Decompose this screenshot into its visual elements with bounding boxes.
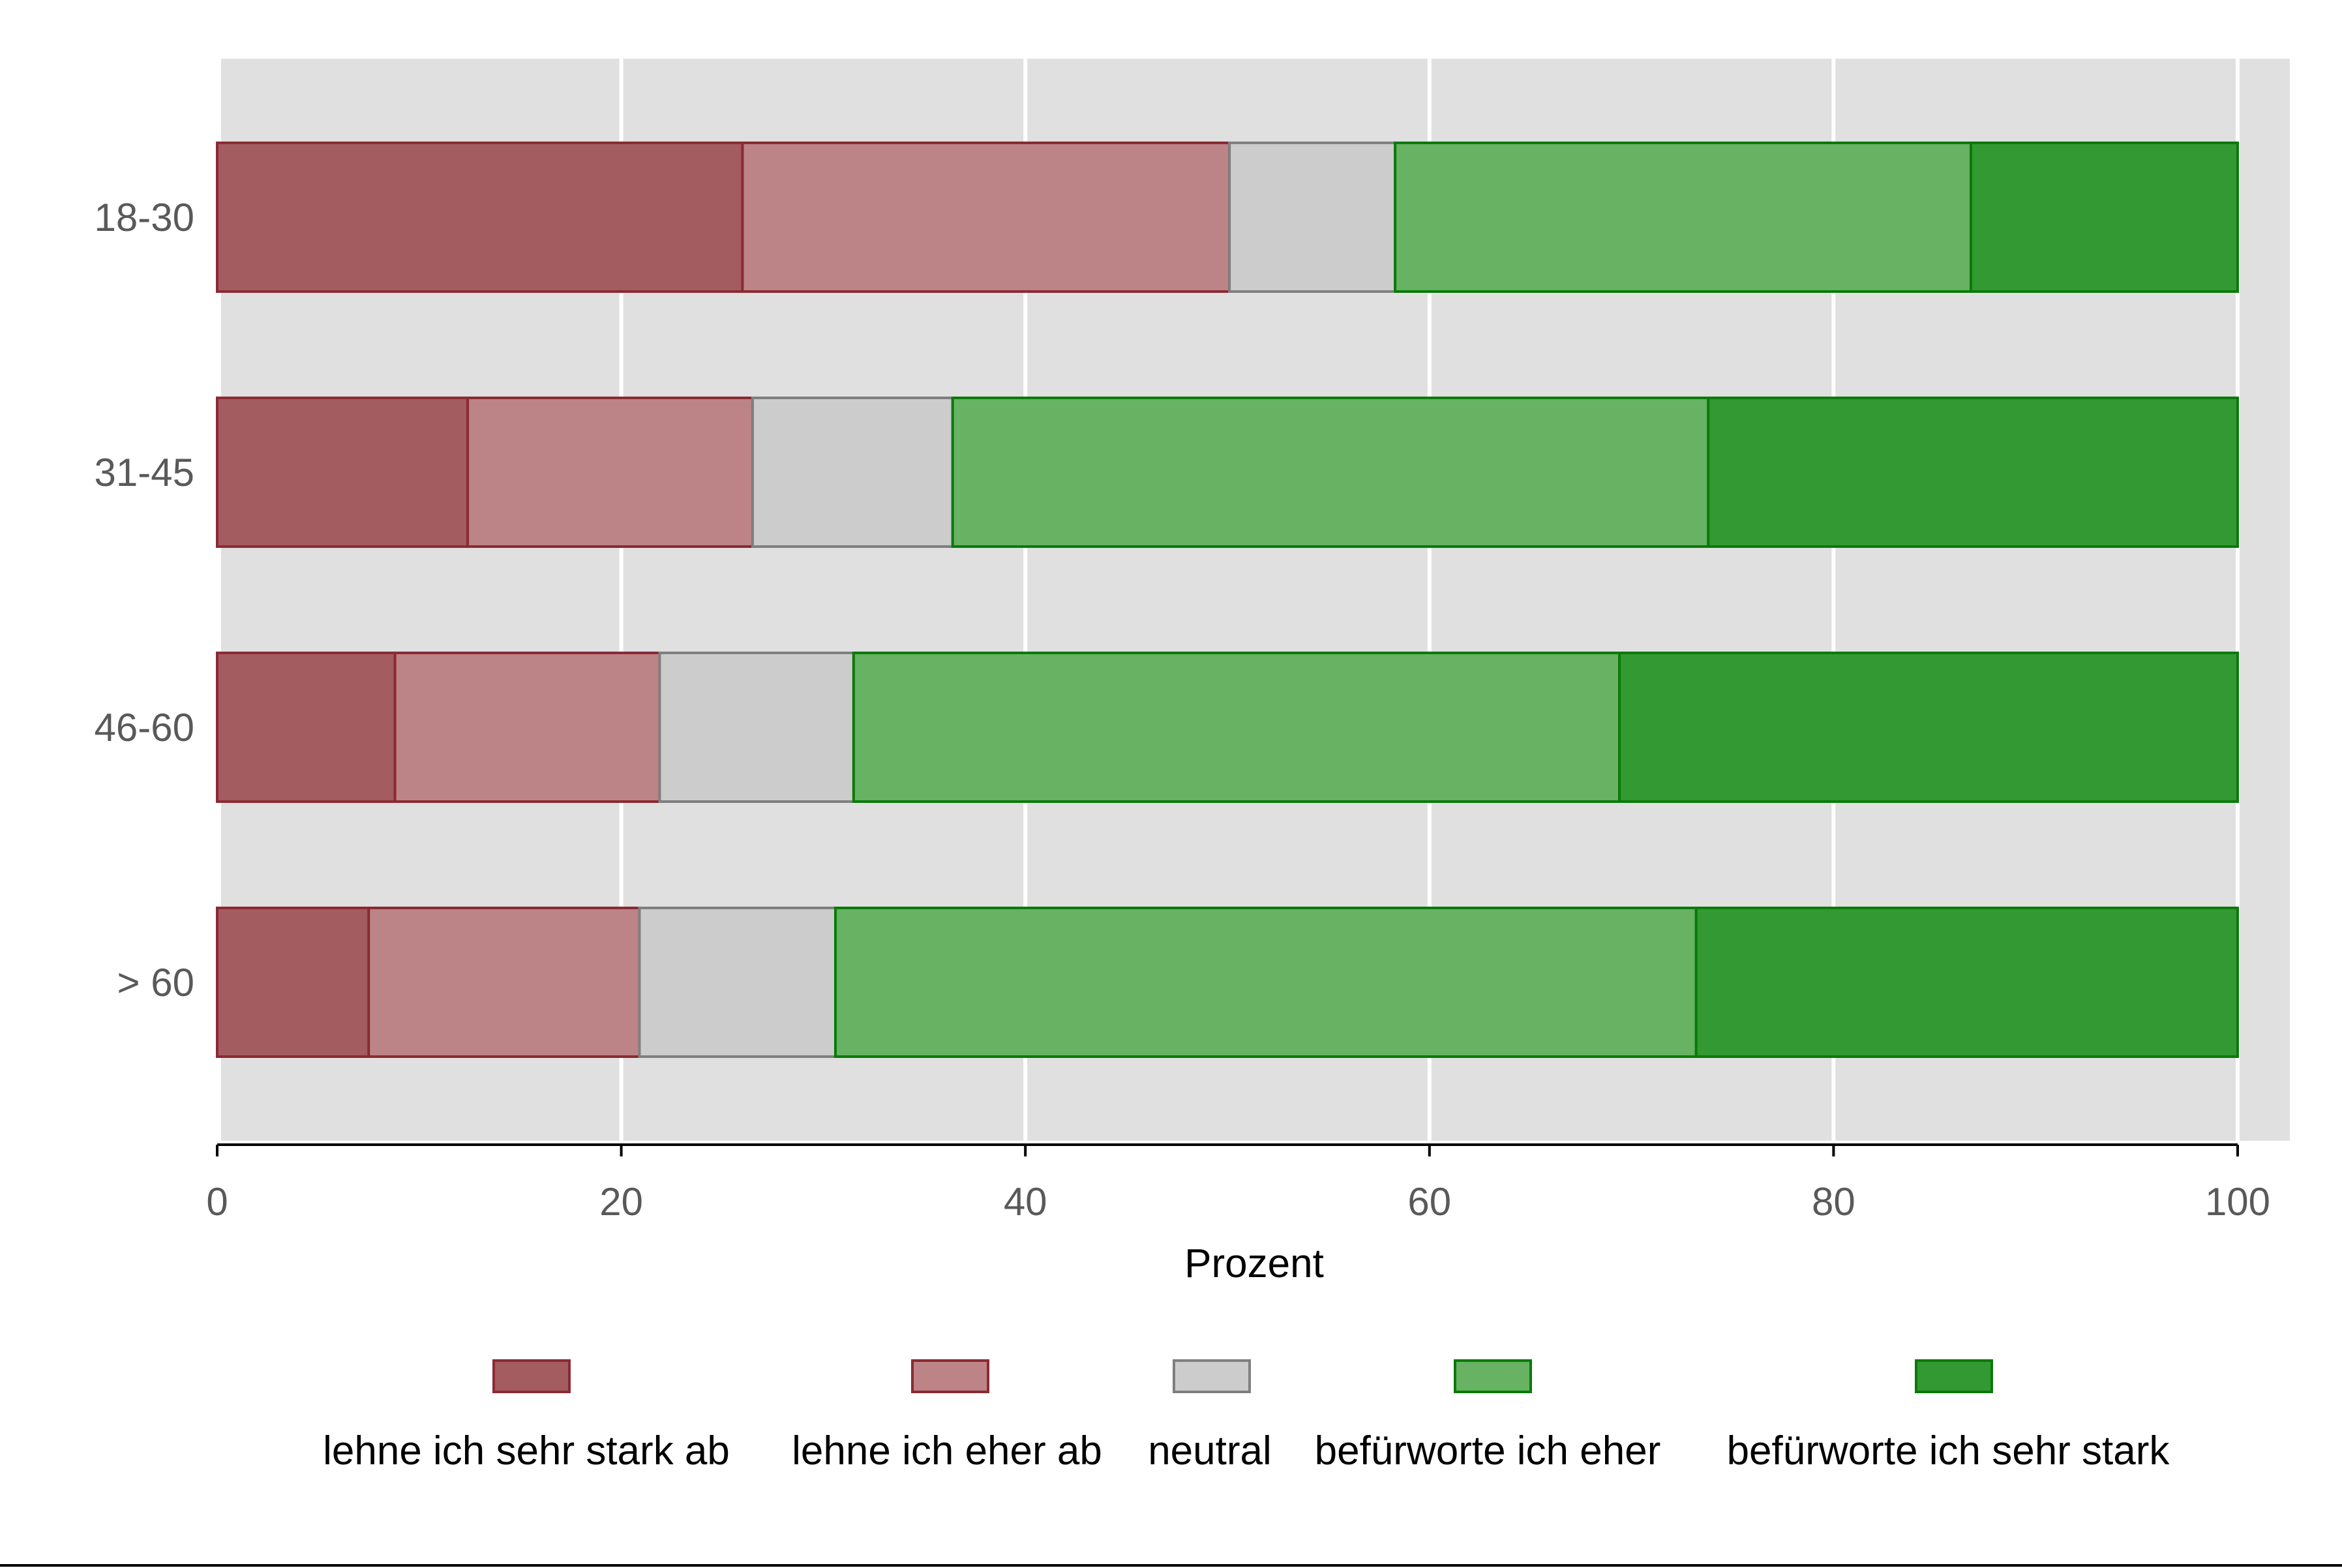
- bar-segment: [852, 652, 1621, 803]
- x-tick-label: 60: [1407, 1180, 1451, 1224]
- legend: lehne ich sehr stark ab lehne ich eher ab…: [323, 1359, 2170, 1473]
- bar-segment: [216, 652, 397, 803]
- legend-label: befürworte ich sehr stark: [1727, 1428, 2170, 1473]
- bar-segment: [1970, 142, 2239, 293]
- legend-label: lehne ich eher ab: [792, 1428, 1102, 1473]
- bar-segment: [216, 397, 470, 548]
- x-tick-label: 40: [1004, 1180, 1047, 1224]
- bar-segment: [216, 907, 370, 1058]
- bar-segment: [658, 652, 855, 803]
- x-axis-title: Prozent: [1184, 1241, 1324, 1286]
- bar-segment: [1394, 142, 1973, 293]
- bar-segment: [1618, 652, 2239, 803]
- bar-segment: [367, 907, 641, 1058]
- x-tick-label: 20: [599, 1180, 643, 1224]
- y-tick-label: > 60: [117, 961, 194, 1004]
- legend-label: lehne ich sehr stark ab: [323, 1428, 730, 1473]
- y-tick-label: 18-30: [95, 196, 194, 239]
- bar-segment: [1707, 397, 2239, 548]
- legend-key: [911, 1359, 989, 1393]
- bar-segment: [833, 907, 1698, 1058]
- y-axis: 18-30 31-45 46-60 > 60: [95, 196, 194, 1004]
- bar-segment: [638, 907, 837, 1058]
- y-tick-label: 31-45: [95, 451, 194, 494]
- bar-segment: [1228, 142, 1397, 293]
- legend-key: [1454, 1359, 1532, 1393]
- bar-segment: [393, 652, 661, 803]
- bar-segment: [1694, 907, 2240, 1058]
- x-tick-label: 0: [206, 1180, 228, 1224]
- bars: [216, 142, 2240, 1058]
- bar-segment: [951, 397, 1710, 548]
- bar-segment: [751, 397, 954, 548]
- x-tick-label: 80: [1812, 1180, 1855, 1224]
- legend-key: [492, 1359, 571, 1393]
- x-tick-label: 100: [2205, 1180, 2270, 1224]
- y-tick-label: 46-60: [95, 706, 194, 749]
- legend-key: [1915, 1359, 1993, 1393]
- legend-key: [1173, 1359, 1251, 1393]
- bar-segment: [466, 397, 754, 548]
- legend-label: befürworte ich eher: [1315, 1428, 1661, 1473]
- legend-label: neutral: [1148, 1428, 1272, 1473]
- x-axis: 0 20 40 60 80 100: [206, 1143, 2270, 1224]
- bar-segment: [216, 142, 744, 293]
- bar-segment: [741, 142, 1231, 293]
